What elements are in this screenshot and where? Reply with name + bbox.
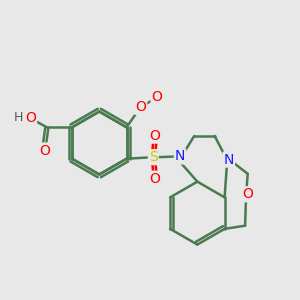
Text: O: O bbox=[135, 100, 146, 114]
Text: N: N bbox=[224, 153, 234, 166]
Text: O: O bbox=[150, 172, 160, 186]
Text: O: O bbox=[151, 90, 162, 104]
Text: N: N bbox=[175, 149, 185, 164]
Text: O: O bbox=[150, 129, 160, 143]
Text: O: O bbox=[242, 187, 253, 201]
Text: S: S bbox=[149, 150, 158, 164]
Text: O: O bbox=[39, 143, 50, 158]
Text: O: O bbox=[25, 111, 36, 125]
Text: H: H bbox=[14, 111, 23, 124]
